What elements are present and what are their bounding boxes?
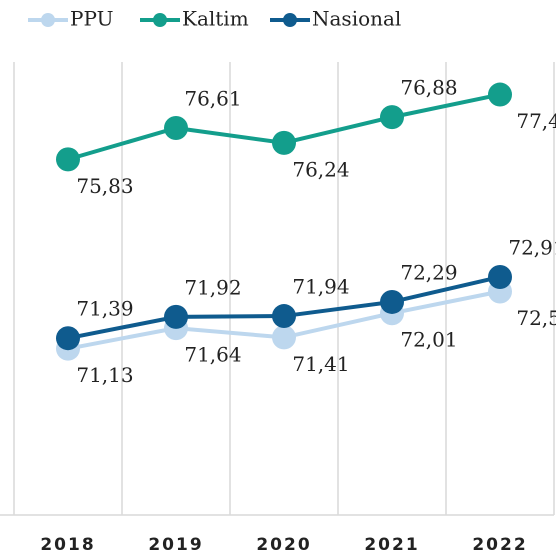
legend-marker (41, 13, 55, 27)
data-label: 75,83 (76, 174, 133, 198)
legend-label: PPU (70, 7, 113, 31)
data-label: 71,94 (292, 275, 349, 299)
legend-marker (153, 13, 167, 27)
data-label: 72,01 (400, 328, 457, 352)
x-tick-label: 2022 (472, 535, 527, 555)
data-label: 76,61 (184, 86, 241, 110)
data-label: 71,41 (292, 352, 349, 376)
data-label: 72,55 (516, 306, 556, 330)
legend-label: Kaltim (182, 7, 249, 31)
data-label: 77,44 (516, 109, 556, 133)
point (488, 82, 512, 107)
point (164, 115, 188, 140)
point (272, 130, 296, 155)
point (272, 325, 296, 350)
point (488, 264, 512, 289)
point (380, 289, 404, 314)
legend-label: Nasional (312, 7, 401, 31)
data-label: 71,92 (184, 275, 241, 299)
x-tick-label: 2020 (256, 535, 311, 555)
point (380, 105, 404, 130)
data-label: 76,24 (292, 157, 349, 181)
point (56, 326, 80, 351)
x-tick-label: 2018 (40, 535, 95, 555)
point (56, 147, 80, 172)
data-label: 72,29 (400, 260, 457, 284)
data-label: 71,13 (76, 363, 133, 387)
x-tick-label: 2019 (148, 535, 203, 555)
data-label: 71,64 (184, 343, 241, 367)
x-tick-label: 2021 (364, 535, 419, 555)
data-label: 76,88 (400, 76, 457, 100)
data-label: 72,91 (508, 235, 556, 259)
point (164, 304, 188, 329)
data-label: 71,39 (76, 297, 133, 321)
legend-marker (283, 13, 297, 27)
point (272, 304, 296, 329)
